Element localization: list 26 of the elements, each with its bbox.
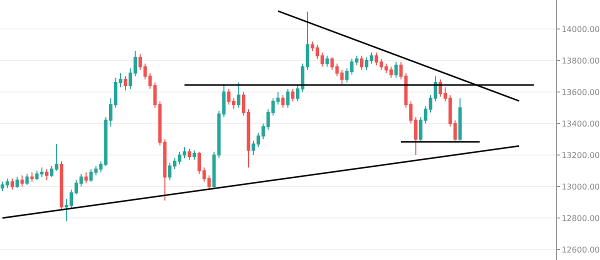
candlestick — [192, 150, 196, 160]
y-tick-label: 13000.00 — [562, 182, 600, 192]
candlestick — [281, 94, 285, 108]
candlestick — [45, 168, 48, 181]
candlestick — [360, 55, 364, 70]
y-tick-label: 12600.00 — [562, 245, 600, 254]
candlestick — [10, 178, 14, 190]
candlestick — [326, 55, 329, 68]
candlestick — [25, 173, 29, 186]
y-tick-label: 13200.00 — [562, 150, 600, 160]
candlestick — [20, 174, 24, 187]
y-tick-label: 12800.00 — [562, 214, 600, 223]
y-tick-label: 13800.00 — [562, 56, 600, 66]
candlestick — [458, 98, 462, 142]
candlestick — [124, 76, 128, 91]
y-tick-label: 13600.00 — [562, 88, 600, 97]
candlestick — [291, 88, 294, 102]
candlestick — [188, 148, 192, 160]
candlestick — [236, 82, 240, 108]
y-tick-label: 13400.00 — [562, 119, 600, 128]
candlestick — [16, 176, 19, 189]
candlestick — [30, 172, 34, 182]
candlestick — [286, 88, 290, 108]
candlestick — [394, 62, 398, 78]
y-tick-label: 14000.00 — [562, 24, 600, 34]
candlestick — [84, 172, 88, 184]
